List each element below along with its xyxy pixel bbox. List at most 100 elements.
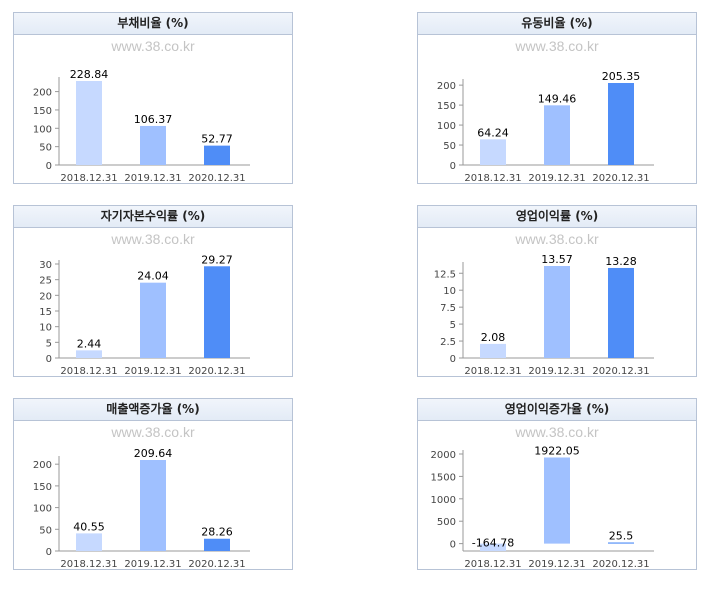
bar-chart-debt-ratio: 0 50 100 150 200 2018.12.31 228.84 2019.12.31 10… [33,68,250,183]
bar [608,83,634,165]
data-label: 13.28 [605,255,637,268]
chart-panel-current-ratio: 유동비율 (%) www.38.co.kr 0 50 100 150 200 2018.1… [417,12,697,184]
y-tick-label: 100 [33,504,52,515]
data-label: 13.57 [541,253,573,266]
watermark: www.38.co.kr [515,38,599,54]
y-tick-label: 200 [33,460,52,471]
watermark: www.38.co.kr [111,424,195,440]
y-tick-label: 0 [46,547,52,558]
y-tick-label: 200 [437,81,456,92]
watermark: www.38.co.kr [515,231,599,247]
y-tick-label: 100 [33,124,52,135]
data-label: 2.08 [481,331,506,344]
chart-title: 부채비율 (%) [14,13,292,35]
y-tick-label: 150 [33,106,52,117]
bar [608,542,634,544]
chart-title: 매출액증가율 (%) [14,399,292,421]
chart-panel-operating-income-growth: 영업이익증가율 (%) www.38.co.kr 0 500 1000 1500 200… [417,398,697,570]
data-label: 64.24 [477,126,509,139]
y-tick-label: 12.5 [434,269,456,280]
chart-title: 영업이익률 (%) [418,206,696,228]
data-label: -164.78 [472,537,514,550]
watermark: www.38.co.kr [111,38,195,54]
y-tick-label: 2.5 [440,337,456,348]
chart-title: 영업이익증가율 (%) [418,399,696,421]
y-tick-label: 1500 [431,472,456,483]
y-tick-label: 10 [39,323,52,334]
y-tick-label: 0 [450,354,456,365]
data-label: 228.84 [70,68,109,81]
y-tick-label: 15 [39,307,52,318]
data-label: 29.27 [201,253,233,266]
y-tick-label: 0 [450,161,456,172]
y-tick-label: 20 [39,291,52,302]
x-tick-label: 2020.12.31 [188,173,245,183]
bar [76,350,102,358]
data-label: 2.44 [77,337,102,350]
y-tick-label: 25 [39,276,52,287]
x-tick-label: 2018.12.31 [60,559,117,569]
bar [480,139,506,165]
y-tick-label: 150 [437,101,456,112]
x-tick-label: 2019.12.31 [528,173,585,183]
bar [544,266,570,358]
bar-chart-operating-income-growth: 0 500 1000 1500 2000 2018.12.31 -164.78 2019.12… [431,444,654,569]
x-tick-label: 2019.12.31 [124,173,181,183]
chart-panel-sales-growth: 매출액증가율 (%) www.38.co.kr 0 50 100 150 200 2018… [13,398,293,570]
bar [76,81,102,165]
bar [204,266,230,358]
bar [140,282,166,358]
bar [480,543,506,551]
data-label: 25.5 [609,529,634,542]
y-tick-label: 0 [46,354,52,365]
x-tick-label: 2019.12.31 [124,559,181,569]
bar-chart-operating-margin: 0 2.5 5 7.5 10 12.5 2018.12.31 2.08 2019.12.31 13… [434,253,654,376]
bar [140,460,166,551]
y-tick-label: 5 [450,320,456,331]
data-label: 28.26 [201,526,233,539]
bar [480,343,506,358]
bar [76,533,102,551]
bar-chart-current-ratio: 0 50 100 150 200 2018.12.31 64.24 2019.12.31 149… [437,70,654,183]
bar [204,538,230,551]
y-tick-label: 150 [33,482,52,493]
chart-title: 유동비율 (%) [418,13,696,35]
y-tick-label: 200 [33,88,52,99]
x-tick-label: 2018.12.31 [464,559,521,569]
y-tick-label: 2000 [431,450,456,461]
data-label: 149.46 [538,92,577,105]
x-tick-label: 2018.12.31 [464,366,521,376]
bar-chart-roe: 0 5 10 15 20 25 30 2018.12.31 2.44 2019.12.31 24.0… [39,253,250,376]
chart-panel-debt-ratio: 부채비율 (%) www.38.co.kr 0 50 100 150 200 2018.1… [13,12,293,184]
y-tick-label: 100 [437,121,456,132]
x-tick-label: 2020.12.31 [592,559,649,569]
y-tick-label: 30 [39,260,52,271]
y-tick-label: 10 [443,286,456,297]
x-tick-label: 2018.12.31 [60,173,117,183]
data-label: 1922.05 [534,444,580,457]
x-tick-label: 2019.12.31 [124,366,181,376]
bar [544,105,570,165]
x-tick-label: 2019.12.31 [528,559,585,569]
bar [140,125,166,165]
x-tick-label: 2019.12.31 [528,366,585,376]
watermark: www.38.co.kr [515,424,599,440]
watermark: www.38.co.kr [111,231,195,247]
data-label: 209.64 [134,447,173,460]
y-tick-label: 7.5 [440,303,456,314]
x-tick-label: 2020.12.31 [592,366,649,376]
data-label: 106.37 [134,113,173,126]
y-tick-label: 50 [39,525,52,536]
chart-panel-operating-margin: 영업이익률 (%) www.38.co.kr 0 2.5 5 7.5 10 12.5 201… [417,205,697,377]
y-tick-label: 50 [443,141,456,152]
x-tick-label: 2018.12.31 [464,173,521,183]
data-label: 52.77 [201,133,233,146]
x-tick-label: 2020.12.31 [188,559,245,569]
data-label: 40.55 [73,520,105,533]
bar-chart-sales-growth: 0 50 100 150 200 2018.12.31 40.55 2019.12.31 209… [33,447,250,569]
bar [204,145,230,165]
y-tick-label: 500 [437,517,456,528]
bar [608,267,634,358]
data-label: 205.35 [602,70,641,83]
x-tick-label: 2020.12.31 [188,366,245,376]
